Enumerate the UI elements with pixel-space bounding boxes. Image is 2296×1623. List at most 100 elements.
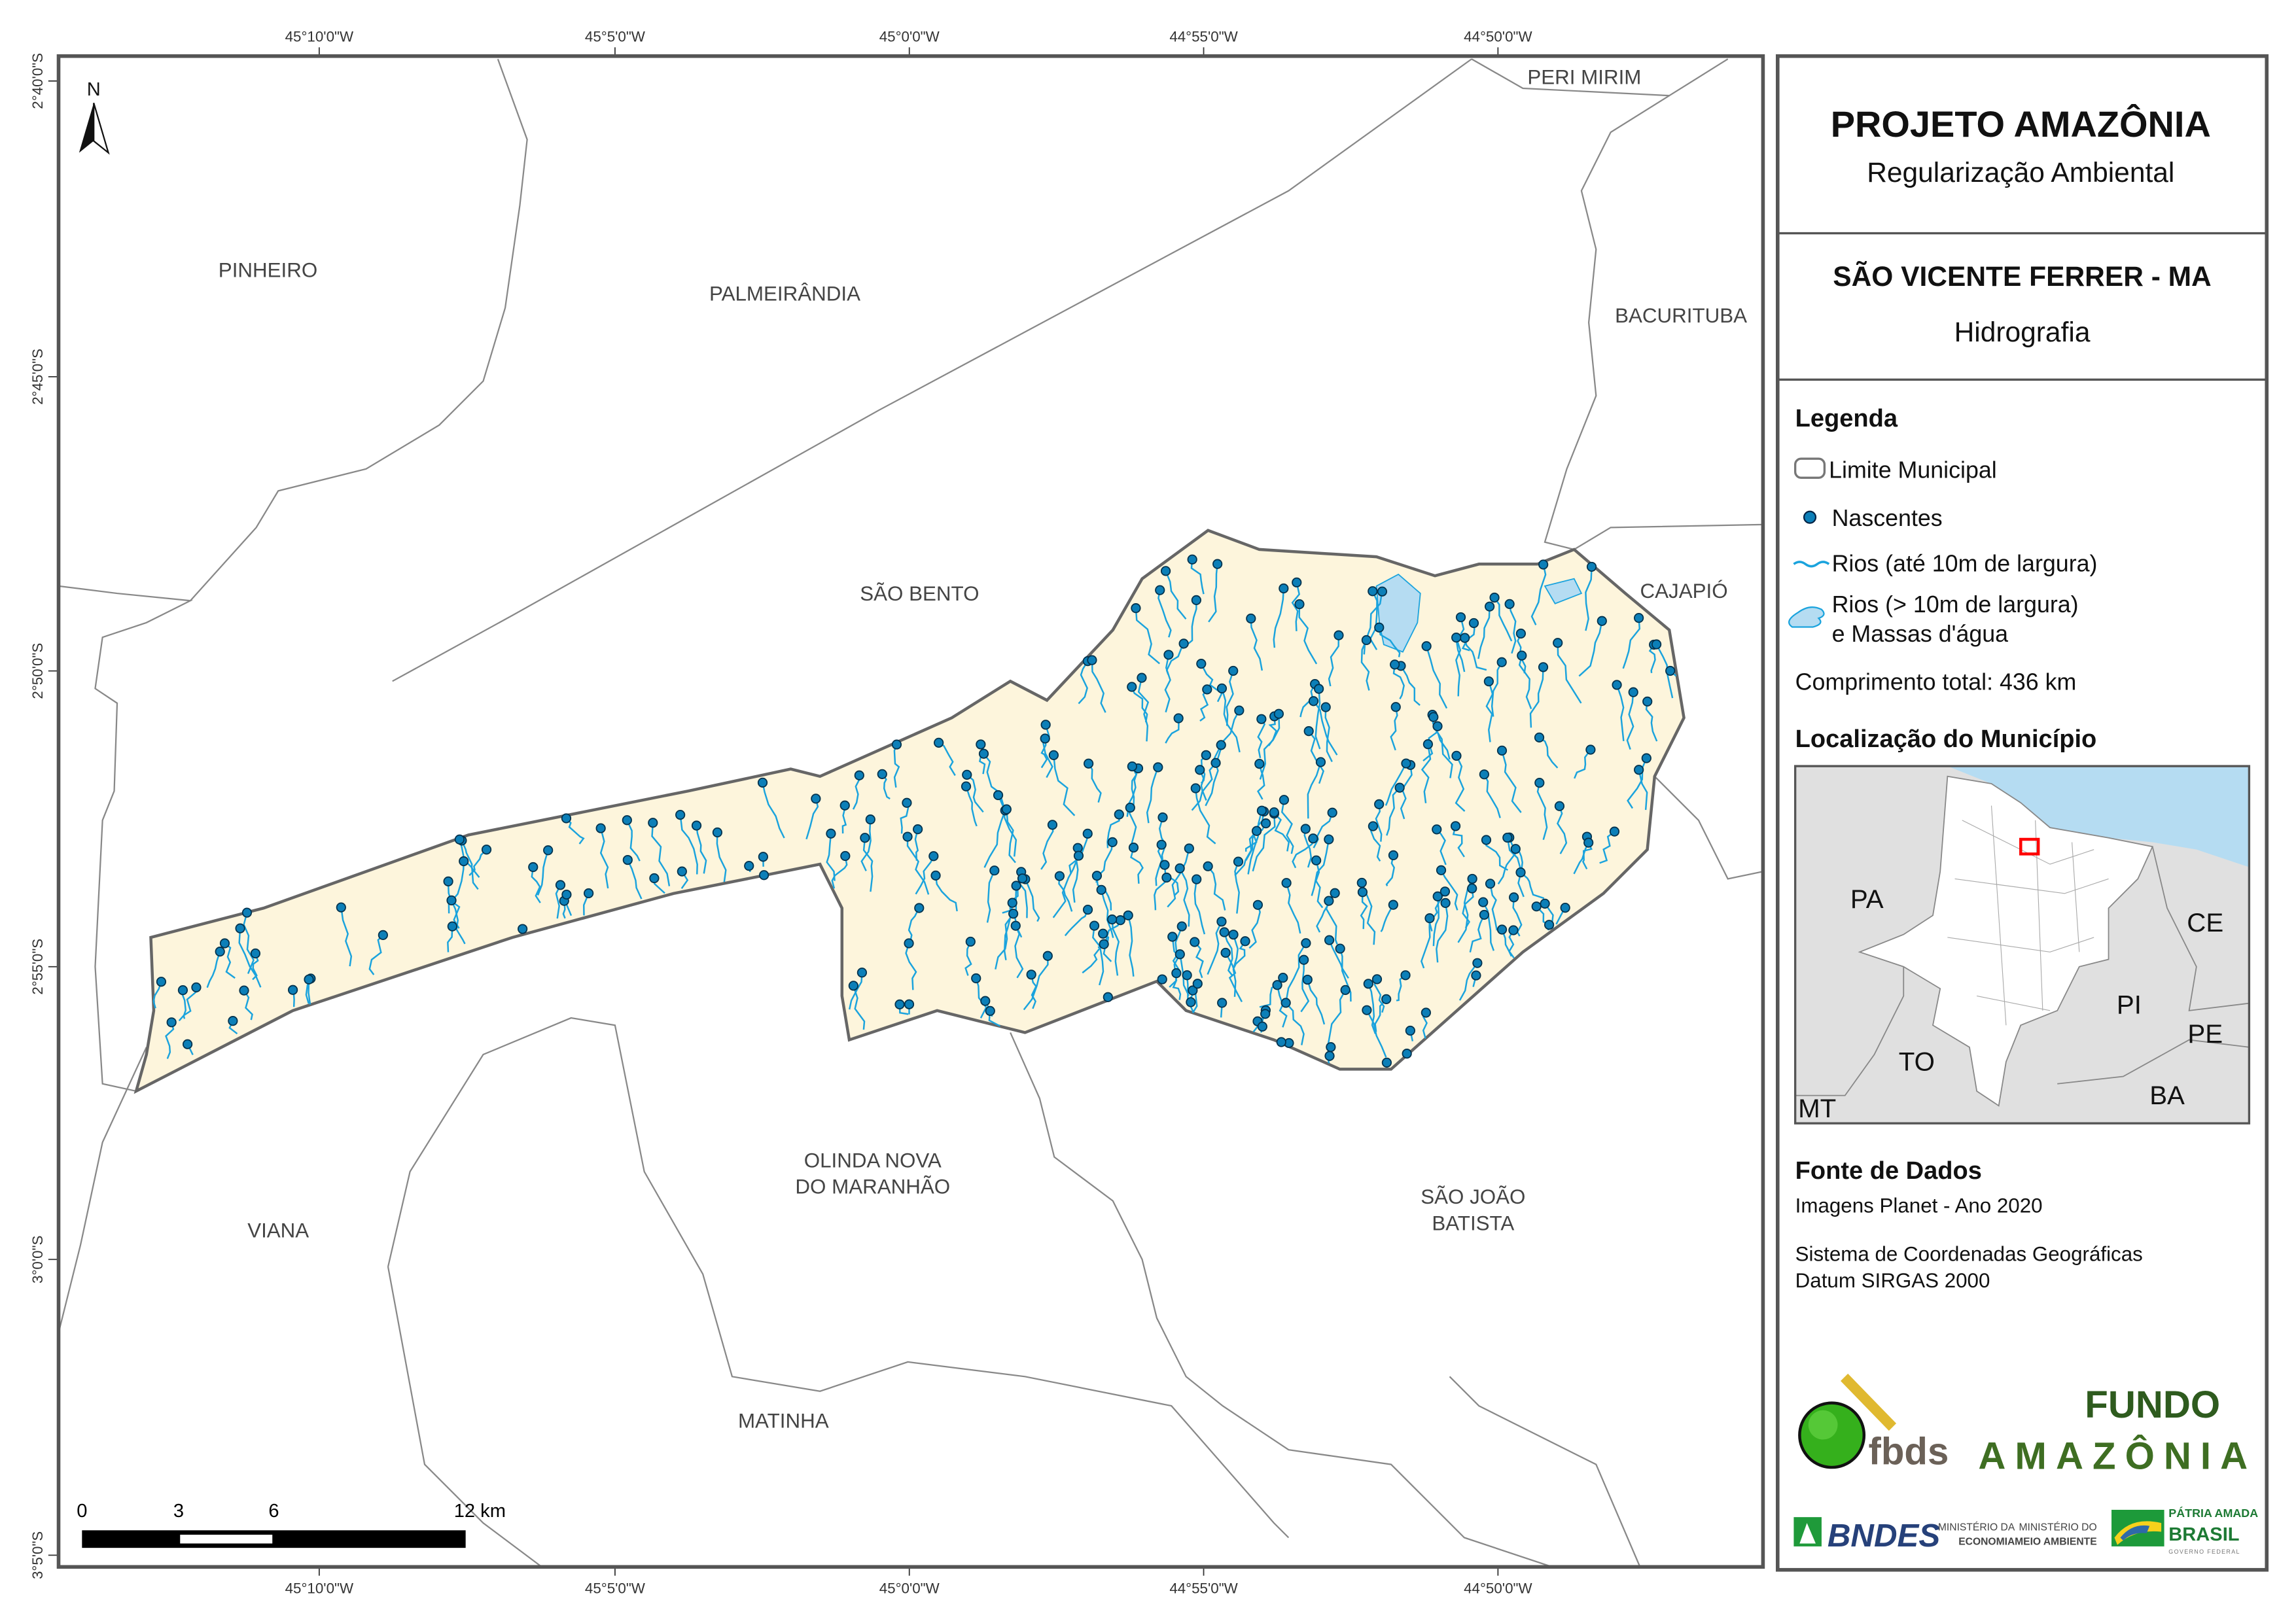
river-segment <box>1234 830 1258 877</box>
spring-point <box>1174 863 1185 873</box>
river-segment <box>1207 921 1222 975</box>
river-segment <box>1247 810 1263 875</box>
spring-point <box>1220 947 1231 958</box>
river-segment <box>1581 842 1593 870</box>
spring-point <box>1261 818 1271 829</box>
river-segment <box>905 943 917 990</box>
river-segment <box>826 833 836 881</box>
theme-title: Hidrografia <box>1954 317 2091 348</box>
spring-point <box>1294 599 1305 610</box>
spring-point <box>1496 745 1508 756</box>
river-segment <box>1064 909 1089 937</box>
spring-point <box>1182 970 1192 981</box>
spring-point <box>1192 874 1202 884</box>
north-label: N <box>87 79 101 100</box>
spring-point <box>904 938 914 949</box>
spring-point <box>1219 927 1229 937</box>
river-segment <box>1100 889 1114 938</box>
spring-point <box>1128 843 1139 853</box>
spring-point <box>675 809 686 820</box>
river-segment <box>1167 848 1190 908</box>
river-segment <box>1280 799 1294 854</box>
river-segment <box>459 839 479 890</box>
spring-point <box>1324 1051 1335 1061</box>
spring-point <box>177 985 188 996</box>
river-segment <box>1489 883 1498 931</box>
spring-point <box>1472 958 1483 968</box>
state-label: CE <box>2187 908 2223 937</box>
top-tick-labels: 45°10'0"W 45°5'0"W 45°0'0"W 44°55'0"W 44… <box>285 28 1533 44</box>
spring-point <box>1054 871 1065 881</box>
spring-point <box>1048 750 1059 760</box>
state-label: MT <box>1798 1094 1836 1123</box>
river-segment <box>1378 627 1401 657</box>
spring-point <box>1178 638 1189 649</box>
spring-point <box>1515 628 1526 639</box>
state-label: PA <box>1850 884 1884 914</box>
spring-point <box>1356 877 1367 888</box>
river-segment <box>893 744 900 788</box>
river-segment <box>906 836 930 895</box>
spring-point <box>446 895 457 905</box>
river-segment <box>1622 618 1641 669</box>
spring-point <box>1440 898 1451 908</box>
spring-point <box>1212 559 1223 569</box>
spring-point <box>1388 899 1398 910</box>
river-segment <box>1207 865 1226 911</box>
river-segment <box>1291 582 1301 631</box>
spring-point <box>1510 844 1521 854</box>
spring-point <box>1190 937 1200 947</box>
river-segment <box>1245 823 1267 852</box>
river-segment <box>1284 943 1307 1005</box>
spring-point <box>1428 712 1439 722</box>
spring-point <box>1432 721 1443 731</box>
spring-point <box>228 1016 238 1026</box>
river-segment <box>1493 597 1513 642</box>
spring-point <box>1087 655 1097 665</box>
tick-label: 2°45'0"S <box>29 349 46 405</box>
spring-point <box>1544 920 1555 930</box>
river-segment <box>1178 867 1190 927</box>
spring-point <box>1186 997 1196 1007</box>
spring-point <box>1485 879 1496 889</box>
spring-point <box>561 889 572 900</box>
river-segment <box>1091 660 1106 713</box>
spring-point <box>1137 672 1147 683</box>
spring-point <box>1538 559 1549 570</box>
river-segment <box>447 881 461 929</box>
water-body <box>1544 578 1583 604</box>
spring-point <box>1040 720 1051 730</box>
river-segment <box>1326 989 1347 1050</box>
spring-point <box>1256 714 1267 724</box>
spring-point <box>985 1005 995 1016</box>
river-segment <box>1578 621 1603 677</box>
river-segment <box>831 856 848 889</box>
river-segment <box>696 825 707 874</box>
spring-point <box>1538 662 1549 672</box>
spring-point <box>1042 951 1053 961</box>
river-segment <box>1339 948 1352 1002</box>
spring-point <box>1485 601 1495 612</box>
spring-point <box>1534 732 1545 742</box>
spring-point <box>1156 839 1167 850</box>
town-label-palmeirandia: PALMEIRÂNDIA <box>709 282 860 305</box>
spring-point <box>1479 909 1490 920</box>
spring-point <box>1010 920 1021 931</box>
spring-point <box>1256 805 1267 816</box>
spring-point <box>978 748 989 759</box>
spring-point <box>962 769 972 780</box>
river-segment <box>1452 826 1465 858</box>
river-segment <box>1400 665 1421 706</box>
spring-point <box>961 781 972 792</box>
spring-point <box>622 854 633 865</box>
spring-point <box>1314 684 1324 694</box>
tick-label: 45°0'0"W <box>879 1580 940 1597</box>
map-frame <box>56 54 1765 1569</box>
municipal-boundary-symbol <box>1793 457 1826 479</box>
river-segment <box>447 926 453 952</box>
river-segment <box>1626 692 1634 750</box>
spring-point <box>1374 799 1385 810</box>
map-area: PINHEIRO PALMEIRÂNDIA PERI MIRIM BACURIT… <box>58 58 1763 1567</box>
river-segment <box>243 990 253 1021</box>
river-segment <box>1285 1002 1305 1045</box>
